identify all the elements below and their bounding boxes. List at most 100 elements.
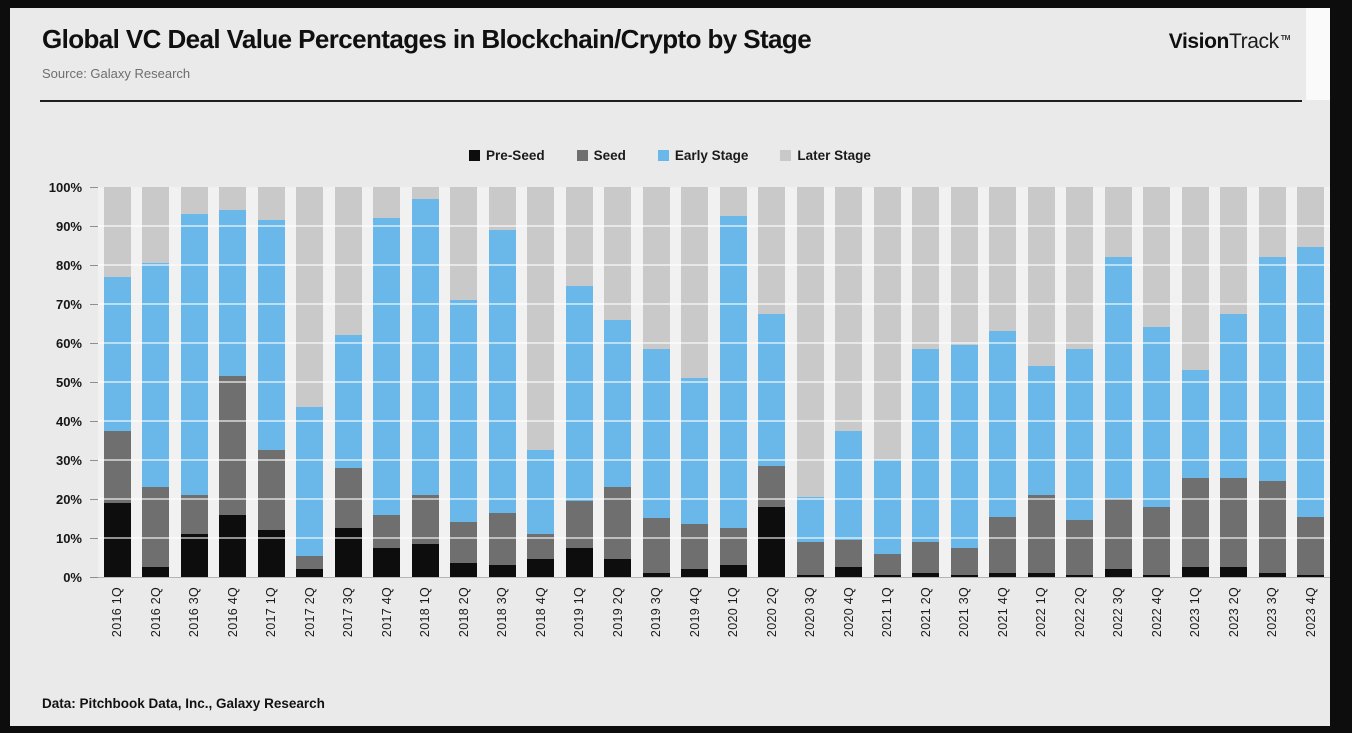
x-axis-label: 2022 2Q — [1061, 587, 1100, 671]
bar-segment-pre-seed — [219, 514, 247, 577]
bar-segment-early-stage — [219, 210, 247, 377]
bar-segment-early-stage — [719, 216, 747, 529]
x-axis-label: 2020 1Q — [714, 587, 753, 671]
x-axis-label: 2020 2Q — [753, 587, 792, 671]
y-axis-label: 30% — [55, 453, 82, 468]
bar-segment-seed — [450, 522, 478, 564]
x-axis-label-text: 2017 3Q — [341, 587, 355, 638]
legend-swatch-pre-seed — [469, 150, 481, 161]
bar-segment-later-stage — [257, 187, 285, 221]
bar-slot — [1022, 187, 1061, 577]
bar-slot — [329, 187, 368, 577]
x-axis-label-text: 2023 3Q — [1265, 587, 1279, 638]
x-axis-label: 2018 2Q — [445, 587, 484, 671]
x-axis-label-text: 2021 3Q — [957, 587, 971, 638]
bar-segment-early-stage — [527, 450, 555, 535]
bar-segment-seed — [527, 534, 555, 560]
bar-segment-later-stage — [142, 187, 170, 264]
bar-segment-seed — [1220, 477, 1248, 568]
bar-segment-later-stage — [411, 187, 439, 199]
legend-item-early-stage: Early Stage — [657, 148, 748, 163]
x-axis-label: 2017 4Q — [368, 587, 407, 671]
y-axis-tick — [90, 304, 98, 305]
x-axis-label-text: 2020 4Q — [841, 587, 856, 638]
bar-slot — [1215, 187, 1254, 577]
x-axis-label: 2023 3Q — [1253, 587, 1292, 671]
bars-container — [98, 187, 1330, 577]
bar-slot — [522, 187, 561, 577]
bar-slot — [830, 187, 869, 577]
bar-segment-later-stage — [989, 187, 1017, 332]
logo-vision: Vision — [1168, 30, 1230, 53]
bar-segment-seed — [219, 376, 247, 515]
bar-segment-early-stage — [257, 220, 285, 451]
y-axis-tick — [90, 538, 98, 539]
x-axis-label-text: 2022 2Q — [1072, 587, 1087, 638]
bar-segment-early-stage — [1181, 370, 1209, 478]
bar-segment-pre-seed — [989, 573, 1017, 577]
y-axis-label: 60% — [55, 336, 82, 351]
bar-segment-later-stage — [488, 187, 516, 230]
bar-slot — [1292, 187, 1331, 577]
bar-segment-later-stage — [1104, 187, 1132, 258]
tm-mark: TM — [1280, 35, 1291, 42]
bar-segment-early-stage — [450, 300, 478, 523]
bar-segment-seed — [912, 541, 940, 574]
bar-segment-later-stage — [180, 187, 208, 215]
y-axis-label: 100% — [48, 180, 82, 195]
bar-segment-early-stage — [1143, 327, 1171, 507]
bar-slot — [252, 187, 291, 577]
bar-segment-early-stage — [989, 331, 1017, 517]
y-axis-tick — [90, 577, 98, 578]
bar — [1220, 187, 1248, 577]
content-area: Global VC Deal Value Percentages in Bloc… — [10, 8, 1330, 726]
x-axis-label-text: 2018 1Q — [418, 587, 432, 638]
bar — [719, 187, 747, 577]
bar-segment-pre-seed — [142, 567, 170, 577]
bar — [912, 187, 940, 577]
x-axis-label: 2022 4Q — [1138, 587, 1177, 671]
chart-title: Global VC Deal Value Percentages in Bloc… — [42, 24, 812, 54]
x-axis-label: 2016 2Q — [137, 587, 176, 671]
bar — [1066, 187, 1094, 577]
bar — [758, 187, 786, 577]
bar-segment-pre-seed — [1143, 575, 1171, 577]
bar — [180, 187, 208, 577]
bar — [450, 187, 478, 577]
bar-segment-early-stage — [604, 319, 632, 488]
bar-slot — [676, 187, 715, 577]
bar-segment-seed — [488, 512, 516, 566]
legend-swatch-seed — [576, 150, 588, 161]
bar-segment-later-stage — [1258, 187, 1286, 258]
x-axis-label-text: 2019 2Q — [610, 587, 625, 638]
bar-segment-pre-seed — [103, 502, 131, 577]
bar-segment-seed — [1104, 498, 1132, 570]
bar-slot — [637, 187, 676, 577]
bar — [873, 187, 901, 577]
x-axis-label-text: 2022 1Q — [1034, 587, 1048, 638]
bar-segment-later-stage — [334, 187, 362, 336]
y-axis-label: 10% — [55, 531, 82, 546]
x-axis-label: 2020 4Q — [830, 587, 869, 671]
x-axis-label-text: 2022 3Q — [1111, 587, 1125, 638]
x-axis-label: 2022 1Q — [1022, 587, 1061, 671]
bar-segment-pre-seed — [565, 547, 593, 577]
bar-slot — [175, 187, 214, 577]
x-axis-label: 2018 1Q — [406, 587, 445, 671]
bar-slot — [291, 187, 330, 577]
y-axis-tick — [90, 265, 98, 266]
y-axis-tick — [90, 499, 98, 500]
bar-segment-seed — [257, 450, 285, 531]
x-axis-label-text: 2021 1Q — [880, 587, 894, 638]
bar-segment-later-stage — [1027, 187, 1055, 367]
bar-segment-pre-seed — [681, 569, 709, 577]
legend-label: Later Stage — [797, 148, 871, 163]
x-axis-label-text: 2020 1Q — [726, 587, 740, 638]
y-axis-label: 0% — [63, 570, 82, 585]
x-axis-label-text: 2018 3Q — [495, 587, 509, 638]
bar-segment-early-stage — [180, 214, 208, 496]
bar-segment-early-stage — [681, 378, 709, 525]
bar-segment-early-stage — [1220, 313, 1248, 478]
bar-segment-early-stage — [1104, 257, 1132, 499]
bar-slot — [214, 187, 253, 577]
